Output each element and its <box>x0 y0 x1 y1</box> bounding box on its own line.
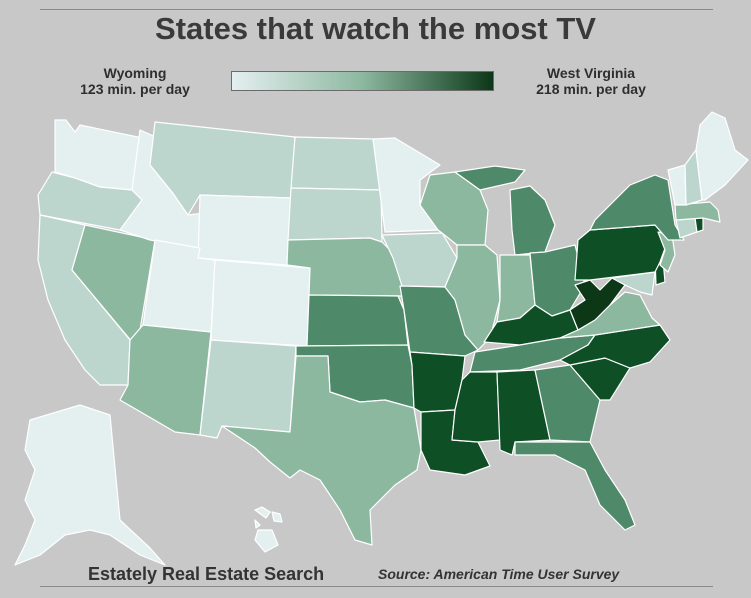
state-wyoming[interactable] <box>197 194 292 266</box>
state-massachusetts[interactable] <box>674 201 721 223</box>
legend-gradient-bar <box>231 71 494 91</box>
top-rule <box>40 9 713 10</box>
state-pennsylvania[interactable] <box>574 224 669 281</box>
map-title: States that watch the most TV <box>155 11 596 46</box>
legend-low-state: Wyoming <box>103 65 167 81</box>
legend-high-value: 218 min. per day <box>536 81 646 97</box>
state-north-dakota[interactable] <box>290 136 382 191</box>
state-arizona[interactable] <box>119 324 212 436</box>
legend-low-label: Wyoming 123 min. per day <box>50 65 220 97</box>
state-michigan[interactable] <box>454 165 556 256</box>
legend-high-label: West Virginia 218 min. per day <box>506 65 676 97</box>
state-colorado[interactable] <box>210 259 311 347</box>
state-kansas[interactable] <box>306 294 409 347</box>
us-choropleth-map <box>14 111 749 566</box>
state-west-virginia[interactable] <box>569 277 626 331</box>
legend-high-state: West Virginia <box>546 65 636 81</box>
bottom-rule <box>40 586 713 587</box>
state-rhode-island[interactable] <box>694 217 704 233</box>
state-north-carolina[interactable] <box>559 324 671 369</box>
state-maine[interactable] <box>695 111 749 201</box>
state-texas[interactable] <box>221 355 422 546</box>
state-mississippi[interactable] <box>451 371 501 443</box>
state-florida[interactable] <box>514 441 636 531</box>
state-hawaii[interactable] <box>254 506 283 553</box>
state-illinois[interactable] <box>444 244 501 351</box>
state-new-york[interactable] <box>589 174 685 241</box>
state-georgia[interactable] <box>534 364 601 443</box>
source-footer: Source: American Time User Survey <box>378 566 620 582</box>
state-connecticut[interactable] <box>675 217 698 239</box>
state-alaska[interactable] <box>14 404 166 566</box>
state-new-mexico[interactable] <box>199 339 297 439</box>
brand-footer: Estately Real Estate Search <box>88 564 325 584</box>
state-south-dakota[interactable] <box>287 187 383 243</box>
state-minnesota[interactable] <box>372 137 441 233</box>
legend-low-value: 123 min. per day <box>80 81 190 97</box>
